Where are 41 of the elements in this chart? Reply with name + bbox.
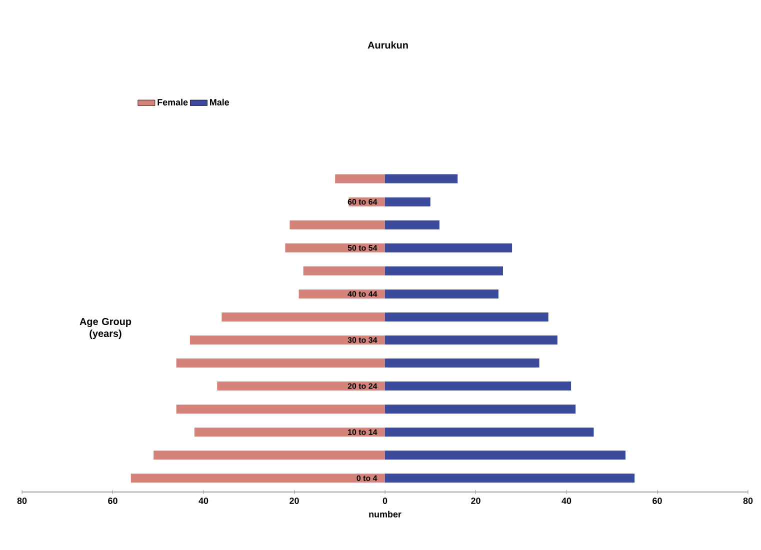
x-tick-label: 80 <box>743 498 753 504</box>
bar <box>385 312 548 322</box>
x-tick-label: 40 <box>198 498 208 504</box>
bar <box>190 335 386 344</box>
bar <box>222 312 386 322</box>
x-tick-label: 40 <box>562 498 572 504</box>
bar <box>130 474 386 483</box>
bar <box>385 404 576 414</box>
bar <box>217 382 386 391</box>
x-tick-label: 20 <box>471 498 480 504</box>
bar <box>385 266 503 276</box>
bar <box>176 358 386 368</box>
bar <box>285 243 386 252</box>
bar <box>385 335 558 344</box>
x-tick-label: 60 <box>652 498 662 504</box>
bar <box>194 428 386 437</box>
bar <box>385 428 594 437</box>
bar <box>385 220 440 230</box>
bar <box>303 266 386 276</box>
bar <box>335 174 386 184</box>
x-axis-title: number <box>369 510 402 518</box>
bar <box>154 450 386 460</box>
bar <box>385 289 498 298</box>
bar <box>385 382 572 391</box>
bar <box>385 474 635 483</box>
bar <box>385 243 512 252</box>
x-tick-label: 80 <box>17 498 27 504</box>
bar <box>298 289 386 298</box>
legend-label: Male <box>210 98 230 106</box>
x-tick-label: 60 <box>108 498 118 504</box>
chart-title: Aurukun <box>368 41 408 49</box>
x-tick-label: 0 <box>382 498 388 504</box>
y-axis-title: Age Group (years) <box>80 318 132 339</box>
legend-label: Female <box>158 98 188 106</box>
bar <box>176 404 386 414</box>
bar <box>385 450 626 460</box>
bar <box>385 197 430 206</box>
bar <box>290 220 386 230</box>
x-tick-label: 20 <box>290 498 299 504</box>
bar <box>385 358 540 368</box>
bar <box>385 174 458 184</box>
